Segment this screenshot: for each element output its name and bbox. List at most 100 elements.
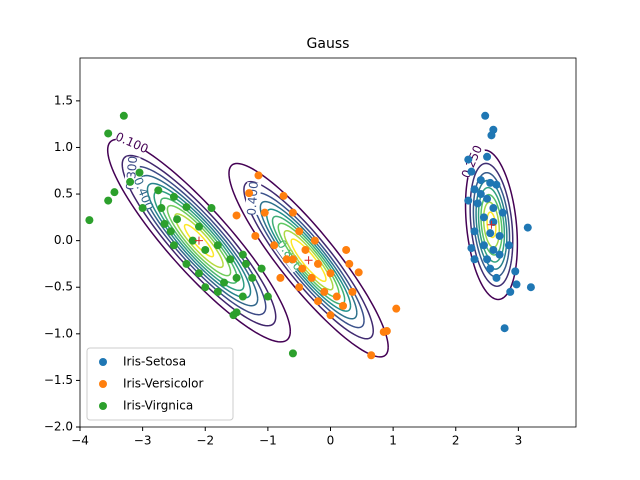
x-tick-label: 3 [515, 434, 523, 448]
scatter-point [486, 229, 495, 238]
scatter-point [182, 203, 191, 212]
scatter-point [232, 273, 241, 282]
scatter-point [104, 129, 113, 138]
scatter-point [257, 264, 266, 273]
scatter-point [483, 255, 492, 264]
scatter-point [392, 304, 401, 313]
scatter-point [154, 186, 163, 195]
legend-box [86, 347, 234, 421]
scatter-point [166, 227, 175, 236]
scatter-point [345, 259, 354, 268]
scatter-point [270, 241, 279, 250]
scatter-point [476, 190, 485, 199]
scatter-point [310, 236, 319, 245]
scatter-point [479, 241, 488, 250]
scatter-point [241, 259, 250, 268]
contour-line [475, 179, 508, 270]
scatter-point [498, 208, 507, 217]
mean-marker [304, 256, 313, 265]
x-tick-label: 1 [389, 434, 397, 448]
scatter-point [238, 292, 247, 301]
scatter-point [348, 287, 357, 296]
scatter-point [119, 111, 128, 120]
x-tick-label: −4 [71, 434, 89, 448]
scatter-point [276, 273, 285, 282]
scatter-point [295, 283, 304, 292]
scatter-point [282, 255, 291, 264]
mean-marker [194, 236, 203, 245]
legend-label: Iris-Versicolor [123, 377, 203, 391]
scatter-point [201, 245, 210, 254]
scatter-point [138, 204, 147, 213]
scatter-point [512, 280, 521, 289]
scatter-point [213, 241, 222, 250]
plot-frame [79, 57, 577, 428]
scatter-point [238, 250, 247, 259]
contour-line [464, 149, 519, 301]
scatter-point [379, 327, 388, 336]
contour-line [106, 138, 292, 343]
scatter-point [367, 351, 376, 360]
scatter-point [486, 264, 495, 273]
y-tick-label: −1.0 [44, 326, 73, 340]
scatter-point [523, 223, 532, 232]
scatter-point [326, 311, 335, 320]
scatter-point [135, 168, 144, 177]
scatter-point [188, 236, 197, 245]
x-tick-label: −3 [134, 434, 152, 448]
scatter-point [288, 349, 297, 358]
scatter-point [263, 292, 272, 301]
scatter-point [464, 155, 473, 164]
scatter-point [476, 176, 485, 185]
scatter-point [470, 185, 479, 194]
contour-line [146, 182, 252, 299]
y-tick-label: −0.5 [44, 280, 73, 294]
scatter-point [339, 301, 348, 310]
scatter-point [169, 241, 178, 250]
contour-line [486, 211, 497, 239]
scatter-point [492, 273, 501, 282]
scatter-point [354, 268, 363, 277]
scatter-point [500, 324, 509, 333]
scatter-point [489, 245, 498, 254]
scatter-point [160, 219, 169, 228]
legend-label: Iris-Virgnica [123, 399, 193, 413]
y-tick-label: −1.5 [44, 373, 73, 387]
scatter-point [313, 259, 322, 268]
scatter-point [483, 152, 492, 161]
y-tick-label: 0.0 [54, 233, 73, 247]
scatter-point [220, 278, 229, 287]
scatter-point [486, 178, 495, 187]
legend-marker [99, 402, 107, 410]
contour-line [183, 223, 215, 258]
contour-label-bg [114, 130, 150, 157]
scatter-point [173, 215, 182, 224]
mean-marker [487, 220, 496, 229]
scatter-point [110, 188, 119, 197]
scatter-point [495, 231, 504, 240]
scatter-point [213, 287, 222, 296]
scatter-point [182, 259, 191, 268]
scatter-point [298, 264, 307, 273]
x-tick-label: 2 [452, 434, 460, 448]
scatter-point [207, 204, 216, 213]
scatter-point [248, 273, 257, 282]
x-tick-label: 0 [327, 434, 335, 448]
scatter-point [473, 199, 482, 208]
scatter-point [245, 189, 254, 198]
scatter-point [470, 227, 479, 236]
scatter-point [313, 297, 322, 306]
contour-label: 0.400 [244, 181, 260, 216]
contour-line [243, 180, 374, 340]
scatter-point [295, 227, 304, 236]
scatter-point [157, 204, 166, 213]
contour-label-bg [459, 144, 486, 180]
scatter-point [487, 131, 496, 140]
scatter-point [470, 255, 479, 264]
x-tick-label: −1 [259, 434, 277, 448]
scatter-point [511, 267, 520, 276]
scatter-point [479, 213, 488, 222]
scatter-point [526, 283, 535, 292]
scatter-point [301, 245, 310, 254]
